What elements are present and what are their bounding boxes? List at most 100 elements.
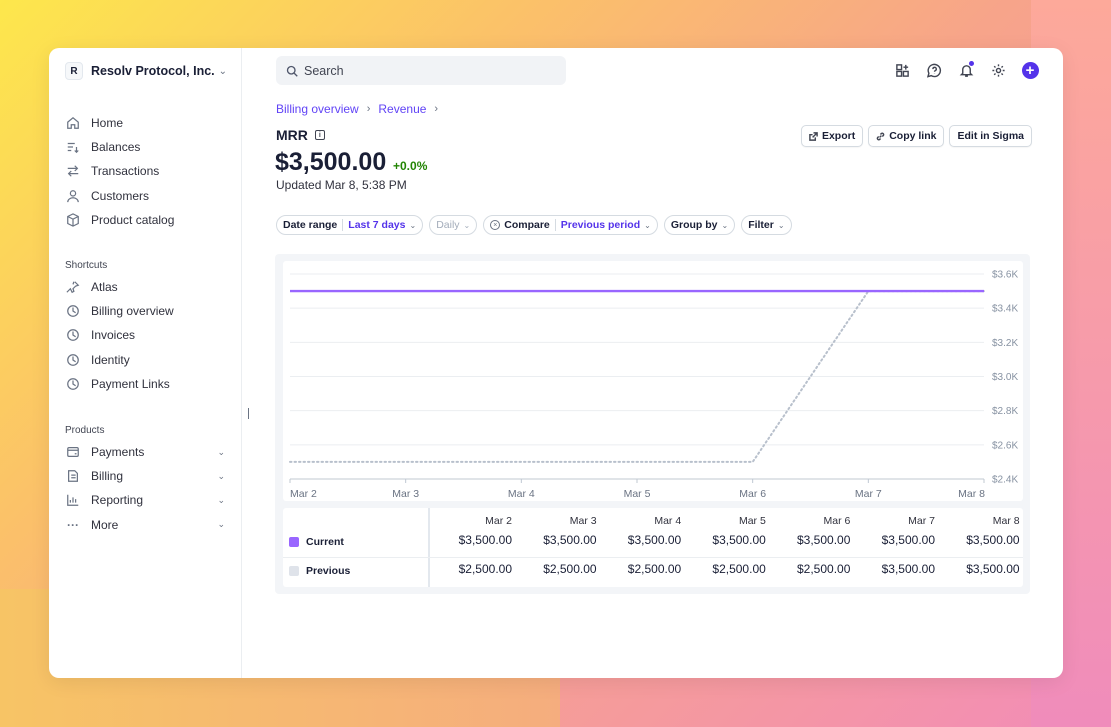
home-icon (65, 115, 81, 131)
legend-swatch (289, 537, 299, 547)
copy-link-button[interactable]: Copy link (868, 125, 945, 147)
chevron-down-icon: ⌄ (217, 470, 225, 481)
filter-label: Filter (748, 219, 774, 231)
table-cell: $3,500.00 (627, 533, 682, 547)
search-input[interactable] (304, 63, 544, 78)
compare-filter[interactable]: × Compare Previous period ⌄ (483, 215, 658, 235)
breadcrumb-billing-overview[interactable]: Billing overview (276, 102, 359, 116)
sidebar-item-reporting[interactable]: Reporting ⌄ (65, 488, 227, 512)
reporting-icon (65, 492, 81, 508)
account-name: Resolv Protocol, Inc. (91, 64, 215, 78)
sidebar-item-identity[interactable]: Identity (65, 348, 227, 372)
updated-timestamp: Updated Mar 8, 5:38 PM (276, 178, 407, 192)
table-cell: $3,500.00 (712, 533, 766, 547)
action-buttons: Export Copy link Edit in Sigma (800, 125, 1032, 147)
chevron-down-icon: ⌄ (721, 220, 729, 230)
account-avatar: R (65, 62, 83, 80)
sidebar-item-home[interactable]: Home (65, 111, 227, 135)
table-cell: $3,500.00 (458, 533, 512, 547)
table-cell: $2,500.00 (712, 562, 766, 576)
sidebar-item-label: Product catalog (91, 212, 175, 227)
clear-compare-icon[interactable]: × (490, 220, 501, 230)
export-icon (809, 131, 818, 141)
sidebar-item-label: Balances (91, 140, 141, 155)
export-button[interactable]: Export (800, 125, 864, 147)
sidebar-item-label: More (91, 517, 119, 532)
account-switcher[interactable]: R Resolv Protocol, Inc. ⌄ (65, 60, 227, 82)
sidebar-item-label: Payments (91, 445, 145, 460)
table-legend-column (283, 508, 430, 587)
sidebar: R Resolv Protocol, Inc. ⌄ Home Balances … (49, 48, 242, 678)
mrr-line-chart: $2.4K $2.6K $2.8K $3.0K $3.2K $3.4K $3.6K Mar 2… (289, 270, 1018, 500)
chart-panel: $2.4K $2.6K $2.8K $3.0K $3.2K $3.4K $3.6K Mar 2… (275, 254, 1030, 594)
settings-gear-icon[interactable] (989, 61, 1007, 79)
metric-change-badge: +0.0% (393, 159, 428, 173)
sidebar-item-payment-links[interactable]: Payment Links (65, 372, 227, 396)
date-range-filter[interactable]: Date range Last 7 days ⌄ (276, 215, 424, 235)
sidebar-item-invoices[interactable]: Invoices (65, 323, 227, 347)
breadcrumb-revenue[interactable]: Revenue (378, 102, 427, 116)
help-icon[interactable] (925, 61, 943, 79)
clock-icon (65, 303, 81, 319)
table-cell: $3,500.00 (543, 533, 597, 547)
y-tick-label: $2.4K (992, 475, 1018, 486)
edit-in-sigma-button[interactable]: Edit in Sigma (949, 125, 1032, 147)
create-new-button[interactable]: + (1021, 61, 1039, 79)
products-title: Products (65, 424, 105, 436)
sidebar-item-transactions[interactable]: Transactions (65, 159, 227, 183)
notification-dot (969, 61, 974, 66)
sidebar-item-payments[interactable]: Payments ⌄ (65, 440, 227, 464)
table-cell: $3,500.00 (881, 533, 935, 547)
products-nav: Products Payments ⌄ Billing ⌄ Reporting … (65, 420, 227, 537)
apps-icon[interactable] (893, 61, 911, 79)
search-icon (286, 65, 298, 77)
interval-filter[interactable]: Daily ⌄ (429, 215, 478, 235)
primary-nav: Home Balances Transactions Customers Pro… (65, 111, 227, 232)
sidebar-item-balances[interactable]: Balances (65, 135, 227, 159)
page-title: MRR (276, 127, 308, 143)
clock-icon (65, 352, 81, 368)
x-tick-label: Mar 5 (624, 488, 651, 500)
info-icon[interactable]: i (314, 130, 325, 140)
balances-icon (65, 139, 81, 155)
y-tick-label: $3.6K (992, 270, 1018, 281)
table-column-header: Mar 8 (992, 515, 1020, 527)
pin-icon (65, 279, 81, 295)
sidebar-item-product-catalog[interactable]: Product catalog (65, 208, 227, 232)
legend-swatch (289, 566, 299, 576)
sidebar-item-more[interactable]: ··· More ⌄ (65, 513, 227, 537)
table-cell: $2,500.00 (458, 562, 512, 576)
y-tick-label: $3.4K (992, 304, 1018, 315)
filter-button[interactable]: Filter ⌄ (741, 215, 792, 235)
notifications-icon[interactable] (957, 61, 975, 79)
table-cell: $3,500.00 (966, 533, 1020, 547)
table-row-legend: Current (289, 535, 344, 549)
chevron-down-icon: ⌄ (777, 220, 785, 230)
sidebar-item-label: Payment Links (91, 376, 170, 391)
metric-value: $3,500.00 (275, 148, 387, 176)
transactions-icon (65, 163, 81, 179)
y-tick-label: $2.6K (992, 440, 1018, 451)
sidebar-item-label: Atlas (91, 280, 118, 295)
sidebar-item-customers[interactable]: Customers (65, 184, 227, 208)
billing-icon (65, 468, 81, 484)
sidebar-item-label: Billing overview (91, 304, 174, 319)
sidebar-item-atlas[interactable]: Atlas (65, 275, 227, 299)
edit-in-sigma-label: Edit in Sigma (957, 130, 1024, 142)
plus-icon: + (1021, 61, 1039, 79)
compare-value: Previous period (560, 219, 641, 231)
search-bar[interactable] (276, 56, 566, 85)
x-tick-label: Mar 2 (290, 488, 317, 500)
chevron-down-icon: ⌄ (218, 65, 227, 77)
sidebar-item-billing[interactable]: Billing ⌄ (65, 464, 227, 488)
data-table: Mar 2 Mar 3 Mar 4 Mar 5 Mar 6 Mar 7 Mar 8 Curre… (283, 508, 1023, 587)
sidebar-resize-handle[interactable] (248, 408, 249, 419)
chevron-right-icon: › (366, 103, 371, 115)
app-window: R Resolv Protocol, Inc. ⌄ Home Balances … (49, 48, 1063, 678)
chevron-down-icon: ⌄ (409, 220, 417, 230)
sidebar-item-billing-overview[interactable]: Billing overview (65, 299, 227, 323)
group-by-filter[interactable]: Group by ⌄ (663, 215, 736, 235)
metric-header: MRR i (276, 127, 325, 143)
link-icon (876, 132, 885, 140)
chevron-down-icon: ⌄ (217, 446, 225, 457)
